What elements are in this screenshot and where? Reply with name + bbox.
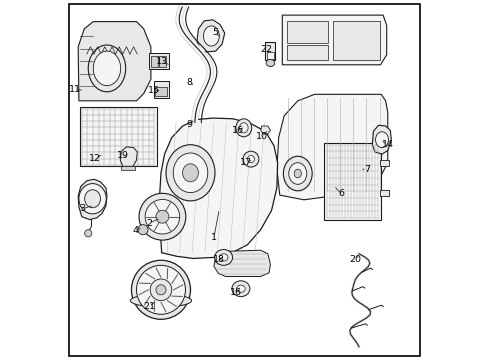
Polygon shape: [276, 94, 387, 200]
Ellipse shape: [203, 26, 219, 46]
Ellipse shape: [136, 265, 185, 314]
Text: 13: 13: [155, 57, 167, 66]
Polygon shape: [120, 147, 137, 166]
Text: 11: 11: [69, 85, 81, 94]
Text: 3: 3: [79, 204, 85, 213]
Text: 15: 15: [147, 86, 160, 95]
Ellipse shape: [214, 249, 232, 265]
Ellipse shape: [239, 123, 247, 133]
Text: 21: 21: [143, 302, 155, 311]
Bar: [149, 53, 168, 69]
Text: 6: 6: [337, 189, 343, 198]
Polygon shape: [282, 15, 386, 65]
Ellipse shape: [173, 153, 207, 193]
Ellipse shape: [79, 184, 106, 214]
Ellipse shape: [247, 156, 254, 163]
Polygon shape: [78, 179, 107, 220]
Polygon shape: [371, 125, 390, 154]
Bar: [159, 56, 166, 67]
Ellipse shape: [139, 193, 185, 240]
Text: 8: 8: [186, 78, 192, 87]
Ellipse shape: [131, 260, 190, 319]
Text: 7: 7: [363, 165, 369, 174]
Ellipse shape: [156, 285, 166, 295]
Ellipse shape: [150, 279, 171, 301]
Text: 18: 18: [212, 256, 224, 264]
Ellipse shape: [219, 254, 227, 261]
Polygon shape: [78, 22, 151, 101]
Polygon shape: [197, 20, 224, 52]
Ellipse shape: [236, 285, 244, 292]
Polygon shape: [260, 126, 270, 134]
Ellipse shape: [294, 169, 301, 178]
Ellipse shape: [88, 45, 125, 92]
Ellipse shape: [166, 145, 215, 201]
Bar: [286, 45, 328, 60]
Ellipse shape: [145, 199, 179, 234]
Text: 16: 16: [229, 288, 241, 297]
Ellipse shape: [288, 163, 306, 184]
Bar: [155, 87, 167, 96]
Ellipse shape: [84, 230, 92, 237]
Bar: [332, 21, 380, 60]
Text: 17: 17: [240, 158, 252, 167]
Text: 19: 19: [117, 151, 128, 160]
Ellipse shape: [231, 281, 249, 297]
Ellipse shape: [265, 59, 274, 67]
Bar: [266, 52, 273, 59]
Bar: [80, 107, 157, 166]
Text: 5: 5: [211, 28, 218, 37]
Bar: [153, 81, 168, 98]
Text: 4: 4: [133, 226, 139, 235]
Ellipse shape: [93, 51, 121, 86]
Bar: [265, 42, 275, 60]
Text: 9: 9: [186, 120, 192, 129]
Text: 14: 14: [381, 140, 393, 149]
Text: 10: 10: [255, 132, 267, 140]
Ellipse shape: [243, 151, 258, 167]
Ellipse shape: [84, 190, 101, 208]
Bar: [286, 21, 328, 43]
Polygon shape: [213, 250, 270, 276]
Text: 22: 22: [260, 45, 271, 54]
Ellipse shape: [283, 156, 311, 191]
Ellipse shape: [138, 225, 148, 235]
Bar: [323, 143, 380, 220]
Text: 12: 12: [89, 154, 101, 163]
Text: 1: 1: [210, 233, 217, 242]
Bar: [379, 190, 387, 196]
Bar: [121, 166, 135, 170]
Text: 16: 16: [231, 126, 244, 135]
Text: 20: 20: [348, 256, 361, 264]
Bar: [379, 160, 387, 166]
Ellipse shape: [156, 210, 168, 223]
Ellipse shape: [375, 132, 387, 148]
Ellipse shape: [130, 294, 191, 307]
Text: 2: 2: [146, 219, 152, 228]
Ellipse shape: [235, 119, 251, 137]
Ellipse shape: [182, 164, 198, 182]
Polygon shape: [159, 118, 277, 258]
Bar: [151, 56, 158, 67]
